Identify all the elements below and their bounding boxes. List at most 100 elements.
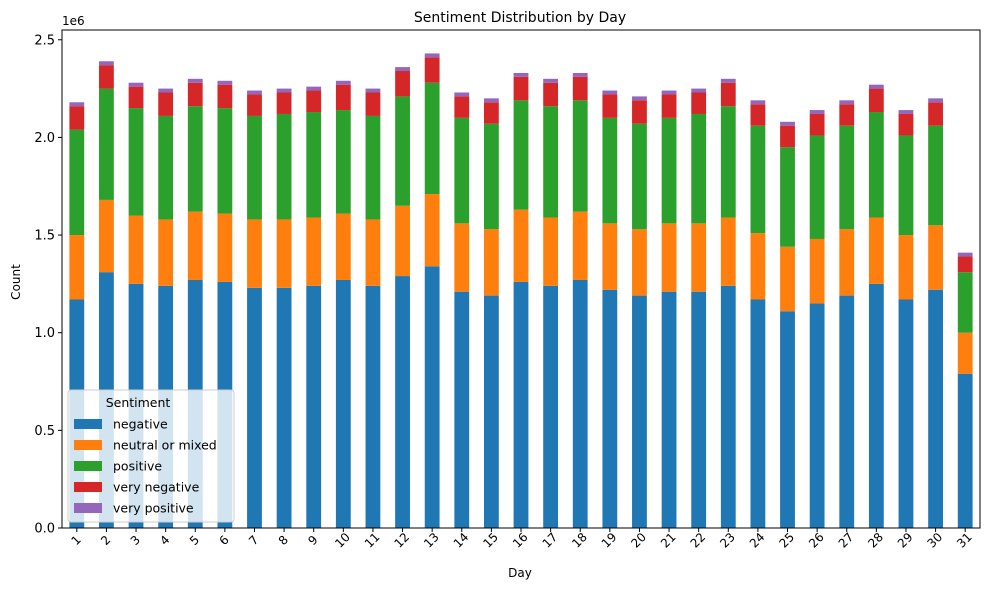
bar-day-31-neutral-or-mixed [957,332,973,374]
bar-day-2-very-positive [99,61,114,66]
legend-swatch-positive [74,461,102,471]
bar-day-11-neutral-or-mixed [365,219,381,286]
bar-day-15-positive [483,123,499,230]
bar-day-15-negative [483,295,499,528]
legend-swatch-very-positive [74,503,102,513]
bar-day-13-neutral-or-mixed [424,194,440,267]
legend: Sentiment negative neutral or mixed positiv… [67,389,235,523]
bar-day-14-very-negative [454,96,470,118]
bar-day-24-very-positive [750,100,766,105]
bar-day-3-very-negative [128,86,144,109]
bar-day-30-very-negative [928,102,943,126]
bar-day-30-negative [928,289,943,528]
bar-day-28-neutral-or-mixed [868,217,884,284]
x-tick-label: 9 [305,533,320,548]
bar-day-18-negative [572,279,588,528]
bar-day-9-very-positive [306,86,322,91]
x-tick-label: 7 [246,533,261,548]
y-tick-label: 0.5 [34,424,55,439]
bar-day-23-positive [720,106,736,218]
bar-day-10-neutral-or-mixed [335,213,351,280]
bar-day-8-neutral-or-mixed [276,219,292,288]
bar-day-9-negative [306,285,322,528]
x-tick-label: 23 [717,530,738,551]
bars [69,53,973,528]
bar-day-22-negative [691,291,707,528]
bar-day-28-very-negative [868,88,884,113]
bar-day-16-positive [513,100,529,210]
bar-day-27-positive [839,125,855,230]
x-tick-label: 26 [806,530,827,551]
bar-day-8-negative [276,287,292,528]
x-tick-label: 15 [480,530,501,551]
bar-day-24-negative [750,299,766,528]
bar-day-28-very-positive [868,84,884,89]
bar-day-21-negative [661,291,677,528]
bar-day-30-very-positive [928,98,943,103]
bar-day-7-very-positive [247,90,262,95]
bar-day-5-positive [187,106,203,212]
bar-day-17-positive [543,106,559,218]
bar-day-4-neutral-or-mixed [158,219,174,286]
bar-day-17-very-negative [543,82,559,107]
bar-day-10-very-negative [335,84,351,111]
bar-day-20-neutral-or-mixed [632,229,647,296]
x-tick-label: 18 [569,530,590,551]
bar-day-13-very-negative [424,57,440,83]
bar-day-19-very-negative [602,94,618,118]
y-axis-label: Count [9,264,23,300]
bar-day-16-very-negative [513,76,529,101]
bar-day-5-very-positive [187,78,203,83]
bar-day-28-negative [868,283,884,528]
bar-day-28-positive [868,112,884,218]
bar-day-3-positive [128,108,144,216]
bar-day-25-very-negative [780,125,795,148]
bar-day-31-negative [957,373,973,528]
bar-day-11-positive [365,115,381,220]
bar-day-12-very-positive [395,67,410,72]
bar-day-1-very-positive [69,102,85,107]
legend-swatch-neutral-or-mixed [74,440,102,450]
bar-day-13-positive [424,82,440,195]
bar-day-6-very-negative [217,84,233,109]
bar-day-2-neutral-or-mixed [99,199,114,273]
bar-day-26-negative [809,303,825,528]
bar-day-3-neutral-or-mixed [128,215,144,284]
x-tick-label: 19 [599,530,620,551]
bar-day-22-very-negative [691,92,707,114]
x-tick-label: 1 [68,533,83,548]
bar-day-19-neutral-or-mixed [602,223,618,290]
bar-day-18-very-positive [572,72,588,77]
bar-day-22-neutral-or-mixed [691,223,707,292]
x-tick-label: 28 [865,530,886,551]
bar-day-29-positive [898,135,914,236]
bar-day-23-very-positive [720,78,736,83]
bar-day-14-neutral-or-mixed [454,223,470,292]
bar-day-20-very-positive [632,96,647,101]
bar-day-7-neutral-or-mixed [247,219,262,288]
legend-swatch-negative [74,419,102,429]
x-tick-label: 16 [510,530,531,551]
bar-day-30-neutral-or-mixed [928,225,943,290]
bar-day-6-positive [217,108,233,214]
x-tick-label: 21 [658,530,679,551]
bar-day-23-neutral-or-mixed [720,217,736,286]
bar-day-24-positive [750,125,766,234]
bar-day-13-negative [424,266,440,528]
bar-day-9-neutral-or-mixed [306,217,322,286]
bar-day-23-very-negative [720,82,736,107]
x-tick-label: 13 [421,530,442,551]
bar-day-14-negative [454,291,470,528]
x-tick-label: 22 [688,530,709,551]
bar-day-23-negative [720,285,736,528]
legend-label: negative [113,417,168,432]
x-tick-label: 25 [776,530,797,551]
bar-day-6-neutral-or-mixed [217,213,233,282]
x-tick-label: 24 [747,530,768,551]
bar-day-12-positive [395,96,410,206]
bar-day-26-neutral-or-mixed [809,238,825,304]
bar-day-2-positive [99,88,114,200]
bar-day-29-negative [898,299,914,528]
bar-day-27-neutral-or-mixed [839,229,855,296]
